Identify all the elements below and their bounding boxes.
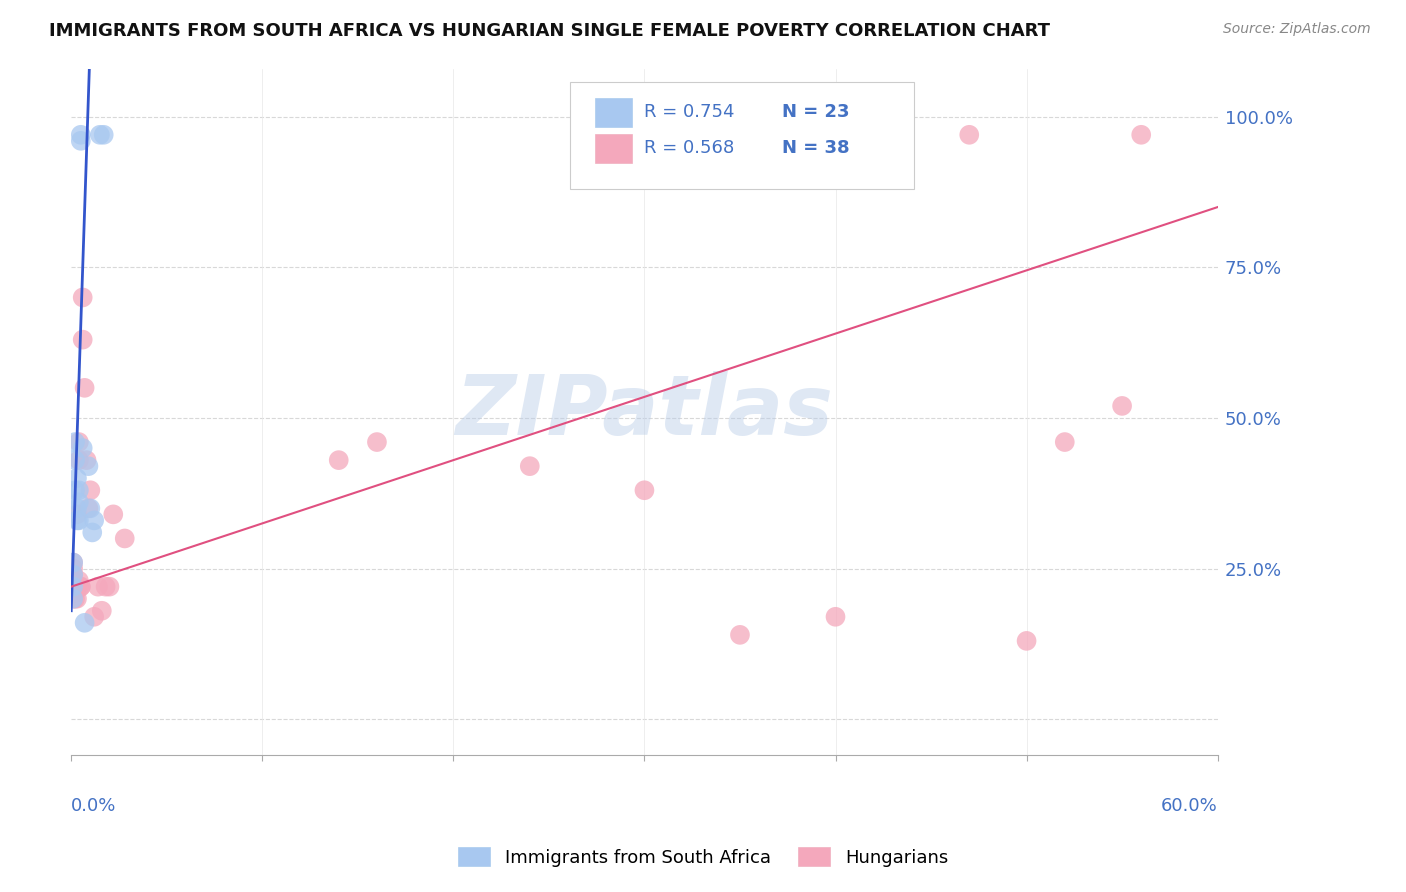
Point (62, 585, 84, 599)
Point (93, 128, 115, 142)
Point (957, 128, 980, 142)
Point (67, 574, 90, 588)
Text: ZIPatlas: ZIPatlas (456, 371, 834, 452)
Point (63, 483, 86, 498)
Point (69, 128, 91, 142)
Point (62, 591, 84, 606)
Text: R = 0.568: R = 0.568 (644, 139, 735, 157)
Point (62, 574, 84, 588)
Point (66, 501, 89, 516)
Point (62, 591, 84, 606)
Text: Source: ZipAtlas.com: Source: ZipAtlas.com (1223, 22, 1371, 37)
Point (62, 556, 84, 570)
Point (98, 580, 121, 594)
Point (90, 604, 112, 618)
Point (69, 134, 91, 148)
Point (89, 128, 111, 142)
Point (67, 483, 90, 498)
Point (1053, 435, 1076, 450)
Point (76, 453, 98, 467)
Point (519, 459, 541, 474)
Point (77, 459, 100, 474)
Point (77, 501, 100, 516)
Point (63, 585, 86, 599)
Point (62, 580, 84, 594)
Point (87, 580, 110, 594)
Point (79, 501, 101, 516)
FancyBboxPatch shape (595, 98, 631, 127)
Point (366, 435, 388, 450)
Point (73, 381, 96, 395)
Point (83, 609, 105, 624)
Text: 0.0%: 0.0% (72, 797, 117, 814)
Point (66, 471, 89, 485)
Point (63, 591, 86, 606)
Point (114, 532, 136, 546)
Legend: Immigrants from South Africa, Hungarians: Immigrants from South Africa, Hungarians (451, 840, 955, 874)
Point (62, 561, 84, 575)
Point (67, 435, 90, 450)
Point (67, 453, 90, 467)
Point (94, 580, 117, 594)
Point (72, 290, 94, 304)
Text: 60.0%: 60.0% (1161, 797, 1218, 814)
Point (728, 628, 751, 642)
Text: IMMIGRANTS FROM SOUTH AFRICA VS HUNGARIAN SINGLE FEMALE POVERTY CORRELATION CHAR: IMMIGRANTS FROM SOUTH AFRICA VS HUNGARIA… (49, 22, 1050, 40)
Point (1111, 399, 1133, 413)
Point (72, 441, 94, 455)
Text: R = 0.754: R = 0.754 (644, 103, 735, 120)
Point (328, 453, 350, 467)
Point (67, 580, 90, 594)
Point (82, 525, 104, 540)
Text: N = 38: N = 38 (782, 139, 849, 157)
Point (62, 567, 84, 582)
Point (66, 508, 89, 522)
Point (63, 580, 86, 594)
Point (62, 580, 84, 594)
Point (62, 556, 84, 570)
Point (72, 333, 94, 347)
FancyBboxPatch shape (595, 135, 631, 163)
Point (66, 580, 89, 594)
Point (69, 580, 91, 594)
Point (73, 615, 96, 630)
Point (79, 483, 101, 498)
Point (69, 580, 91, 594)
FancyBboxPatch shape (569, 82, 914, 189)
Point (66, 591, 89, 606)
Point (62, 567, 84, 582)
Point (63, 453, 86, 467)
Point (67, 513, 90, 527)
Point (824, 609, 846, 624)
Point (1015, 633, 1038, 648)
Point (63, 435, 86, 450)
Text: N = 23: N = 23 (782, 103, 849, 120)
Point (633, 483, 655, 498)
Point (1130, 128, 1153, 142)
Point (66, 513, 89, 527)
Point (83, 513, 105, 527)
Point (103, 508, 125, 522)
Point (67, 495, 90, 509)
